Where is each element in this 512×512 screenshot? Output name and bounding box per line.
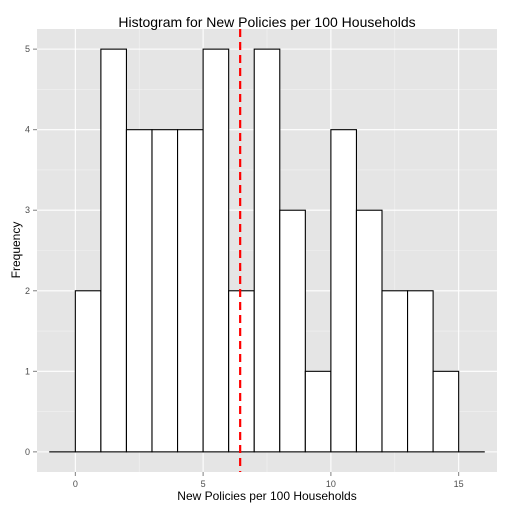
histogram-bar — [304, 370, 332, 453]
x-axis-title: New Policies per 100 Households — [177, 489, 356, 503]
histogram-bar — [202, 48, 230, 453]
x-tick-label: 0 — [73, 479, 78, 489]
histogram-bar — [381, 290, 409, 453]
y-tick-label: 1 — [25, 366, 30, 376]
y-axis-title: Frequency — [9, 222, 23, 279]
y-tick-label: 3 — [25, 205, 30, 215]
histogram-bar — [100, 48, 127, 453]
x-tick-label: 10 — [326, 479, 336, 489]
histogram-bar — [151, 129, 179, 453]
histogram-bar — [228, 290, 255, 453]
x-axis-ticks: 0 5 10 15 — [73, 472, 464, 489]
y-tick-label: 2 — [25, 286, 30, 296]
histogram-bar — [74, 290, 102, 453]
histogram-bar — [253, 48, 281, 453]
histogram-bar — [330, 129, 357, 453]
histogram-bar — [125, 129, 153, 453]
histogram-bar — [177, 129, 204, 453]
histogram-bar — [355, 209, 383, 453]
chart-title: Histogram for New Policies per 100 House… — [118, 14, 415, 30]
histogram-bar — [279, 209, 306, 453]
histogram-bars — [49, 48, 485, 453]
y-tick-label: 0 — [25, 447, 30, 457]
y-tick-label: 4 — [25, 125, 30, 135]
histogram-bar — [432, 370, 460, 453]
y-axis-ticks: 0 1 2 3 4 5 — [25, 44, 37, 457]
x-tick-label: 5 — [201, 479, 206, 489]
y-tick-label: 5 — [25, 44, 30, 54]
histogram-bar — [407, 290, 434, 453]
x-tick-label: 15 — [454, 479, 464, 489]
